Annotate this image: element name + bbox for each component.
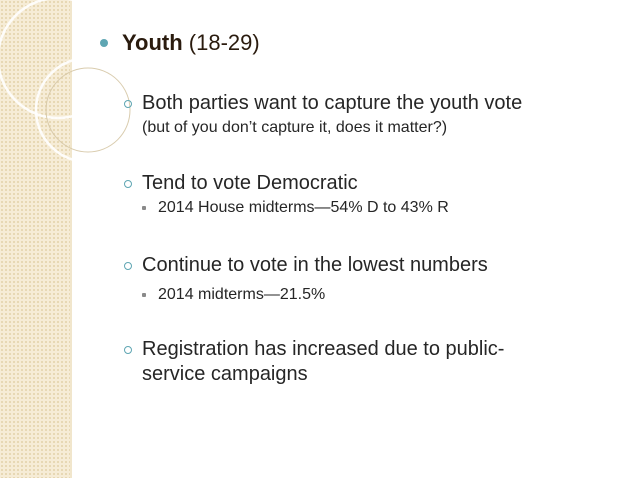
decorative-circles — [0, 0, 140, 164]
bullet-text: Continue to vote in the lowest numbers — [142, 254, 488, 276]
side-band-edge — [70, 0, 72, 478]
sub-bullet: 2014 midterms—21.5% — [142, 284, 620, 306]
bullet-note: (but of you don’t capture it, does it ma… — [142, 119, 448, 136]
title-age-range: (18-29) — [182, 30, 260, 55]
bullet-item: Both parties want to capture the youth v… — [124, 91, 620, 116]
bullet-text: Both parties want to capture the youth v… — [142, 92, 523, 114]
ring-bullet-icon — [124, 346, 132, 354]
sub-bullet-text: 2014 midterms—21.5% — [158, 286, 326, 303]
ring-bullet-icon — [124, 100, 132, 108]
bullet-item: Registration has increased due to public… — [124, 337, 562, 387]
slide-content: Youth (18-29) Both parties want to captu… — [100, 26, 620, 387]
sub-bullet-text: 2014 House midterms—54% D to 43% R — [158, 199, 449, 216]
sub-bullet: 2014 House midterms—54% D to 43% R — [142, 197, 620, 219]
bullet-text: Tend to vote Democratic — [142, 172, 358, 194]
square-bullet-icon — [142, 293, 146, 297]
slide-title: Youth (18-29) — [100, 26, 620, 60]
ring-bullet-icon — [124, 180, 132, 188]
ring-bullet-icon — [124, 262, 132, 270]
square-bullet-icon — [142, 206, 146, 210]
bullet-item: Tend to vote Democratic — [124, 171, 620, 196]
bullet-item: Continue to vote in the lowest numbers — [124, 253, 620, 278]
title-bold: Youth — [122, 30, 183, 55]
bullet-text: Registration has increased due to public… — [142, 338, 505, 385]
bullet-dot-icon — [100, 39, 108, 47]
